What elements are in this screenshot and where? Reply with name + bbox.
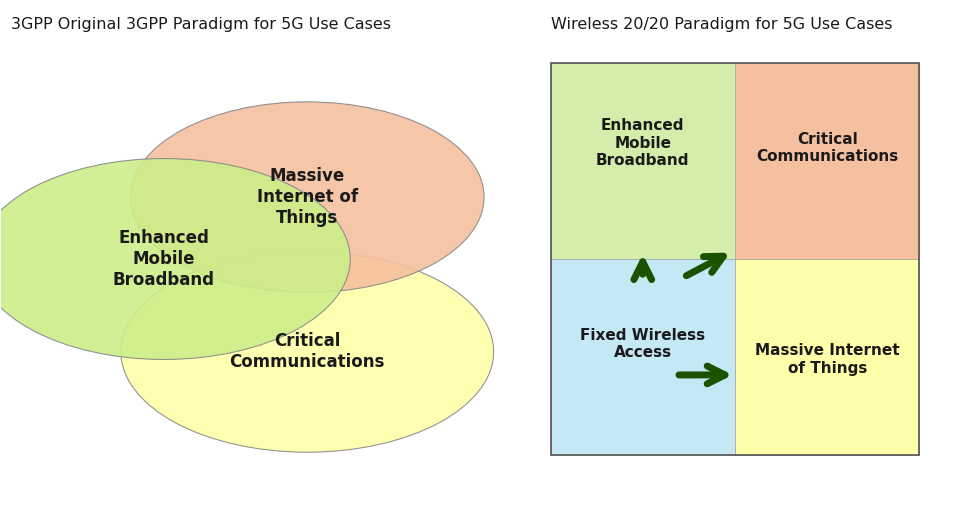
Text: Wireless 20/20 Paradigm for 5G Use Cases: Wireless 20/20 Paradigm for 5G Use Cases — [550, 17, 892, 32]
Text: Fixed Wireless
Access: Fixed Wireless Access — [579, 328, 704, 360]
Circle shape — [0, 159, 350, 359]
Text: Enhanced
Mobile
Broadband: Enhanced Mobile Broadband — [112, 229, 215, 289]
Text: Massive
Internet of
Things: Massive Internet of Things — [256, 167, 358, 227]
Bar — [735, 259, 918, 455]
Circle shape — [121, 251, 493, 452]
Bar — [550, 63, 918, 455]
Circle shape — [130, 102, 484, 293]
Bar — [550, 63, 735, 259]
Text: Massive Internet
of Things: Massive Internet of Things — [754, 343, 899, 376]
Text: 3GPP Original 3GPP Paradigm for 5G Use Cases: 3GPP Original 3GPP Paradigm for 5G Use C… — [11, 17, 391, 32]
Bar — [550, 259, 735, 455]
Text: Enhanced
Mobile
Broadband: Enhanced Mobile Broadband — [595, 118, 689, 168]
Bar — [735, 63, 918, 259]
Text: Critical
Communications: Critical Communications — [755, 132, 898, 164]
Text: Critical
Communications: Critical Communications — [230, 333, 385, 371]
